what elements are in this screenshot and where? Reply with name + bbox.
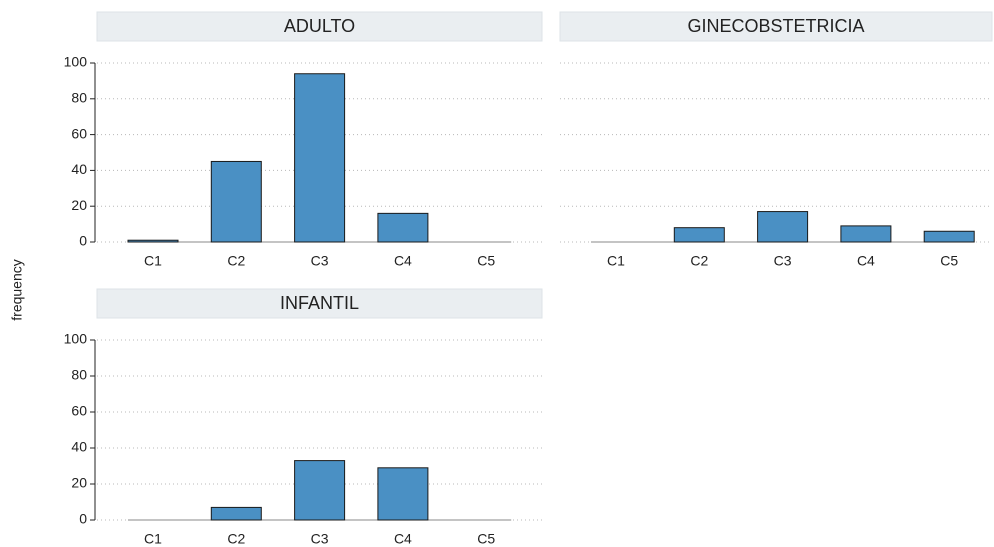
panel-title: INFANTIL bbox=[280, 293, 359, 313]
y-tick-label: 60 bbox=[71, 125, 87, 141]
y-tick-label: 0 bbox=[79, 511, 87, 527]
y-tick-label: 40 bbox=[71, 439, 87, 455]
y-axis-label: frequency bbox=[9, 259, 25, 320]
y-tick-label: 20 bbox=[71, 475, 87, 491]
bar bbox=[923, 230, 975, 243]
x-tick-label: C4 bbox=[857, 253, 875, 269]
bar bbox=[210, 506, 262, 521]
x-tick-label: C5 bbox=[477, 253, 495, 269]
x-tick-label: C2 bbox=[227, 531, 245, 547]
x-tick-label: C4 bbox=[394, 253, 412, 269]
panel-title: GINECOBSTETRICIA bbox=[687, 16, 864, 36]
x-tick-label: C1 bbox=[607, 253, 625, 269]
panel-header bbox=[559, 11, 993, 42]
y-tick-label: 100 bbox=[64, 331, 88, 347]
x-tick-label: C2 bbox=[227, 253, 245, 269]
bar bbox=[127, 239, 179, 243]
y-tick-label: 20 bbox=[71, 197, 87, 213]
bar bbox=[210, 160, 262, 243]
bar bbox=[377, 212, 429, 243]
y-tick-label: 0 bbox=[79, 233, 87, 249]
x-tick-label: C3 bbox=[311, 531, 329, 547]
panel-title: ADULTO bbox=[284, 16, 355, 36]
bar bbox=[840, 225, 892, 243]
bar bbox=[673, 227, 725, 243]
x-tick-label: C1 bbox=[144, 253, 162, 269]
y-tick-label: 80 bbox=[71, 367, 87, 383]
x-tick-label: C5 bbox=[940, 253, 958, 269]
panel-header bbox=[96, 11, 543, 42]
y-tick-label: 60 bbox=[71, 403, 87, 419]
y-tick-label: 80 bbox=[71, 90, 87, 106]
x-tick-label: C3 bbox=[774, 253, 792, 269]
x-tick-label: C2 bbox=[690, 253, 708, 269]
y-tick-label: 100 bbox=[64, 54, 88, 70]
x-tick-label: C5 bbox=[477, 531, 495, 547]
x-tick-label: C1 bbox=[144, 531, 162, 547]
x-tick-label: C3 bbox=[311, 253, 329, 269]
bar bbox=[757, 211, 809, 243]
bar bbox=[294, 73, 346, 243]
y-tick-label: 40 bbox=[71, 161, 87, 177]
bar bbox=[377, 467, 429, 521]
x-tick-label: C4 bbox=[394, 531, 412, 547]
panel-header bbox=[96, 288, 543, 319]
bar bbox=[294, 460, 346, 521]
